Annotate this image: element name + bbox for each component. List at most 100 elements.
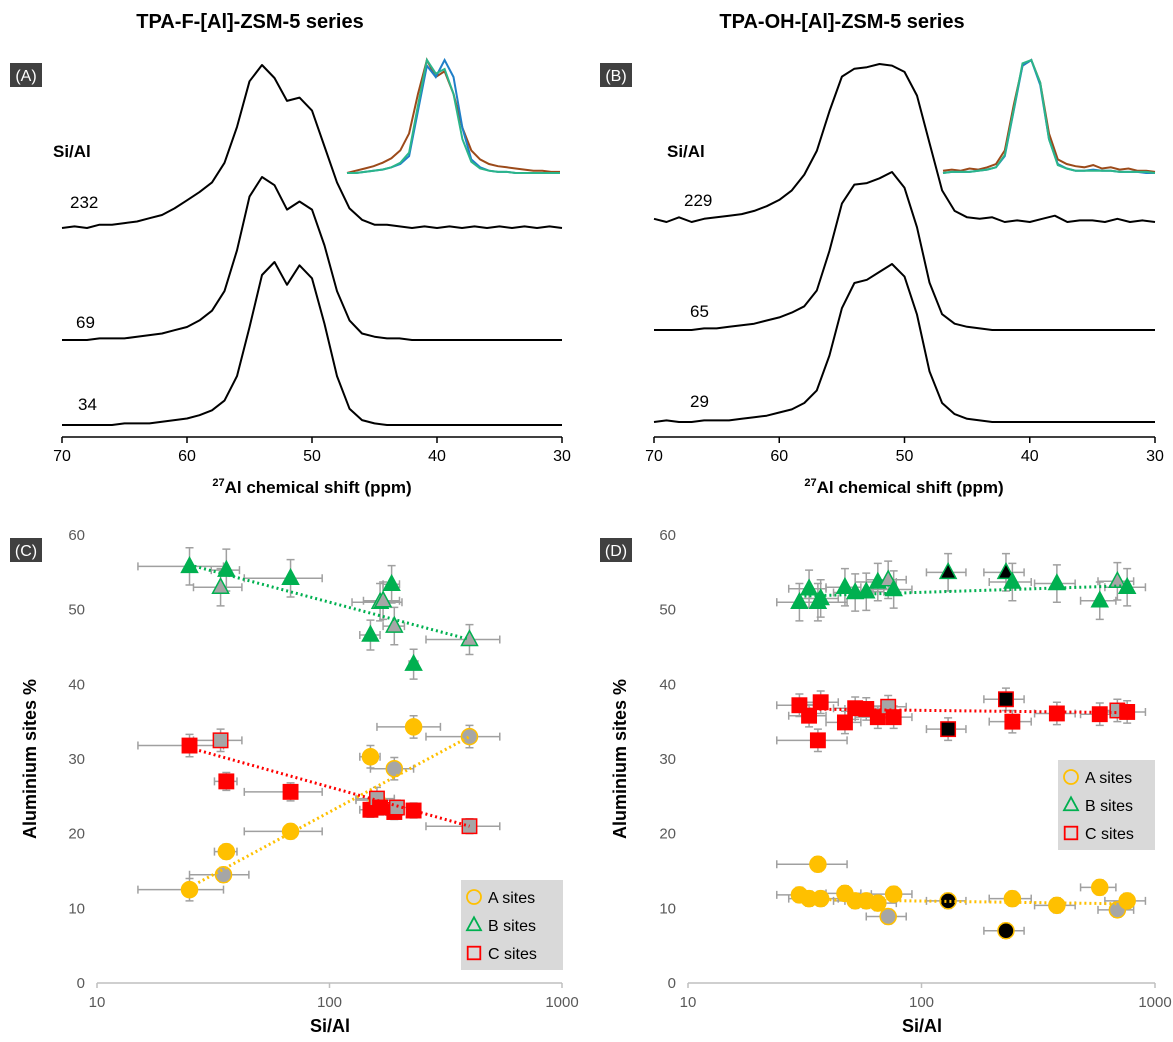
panel-title: TPA-F-[Al]-ZSM-5 series [136,11,363,33]
data-point [1003,571,1022,589]
data-point [281,567,300,586]
y-tick-label: 40 [68,676,85,693]
data-point [836,714,853,731]
inset-spectrum [347,57,560,174]
data-point [1108,570,1127,589]
data-point [790,591,809,609]
spectrum [61,64,563,229]
data-point [869,894,887,912]
data-point [361,624,380,642]
data-point [809,732,826,749]
data-point [1047,573,1067,591]
x-tick-label: 10 [89,994,106,1011]
legend-marker [1062,795,1080,812]
x-tick-label: 1000 [1138,994,1171,1011]
legend-label: B sites [1085,798,1133,815]
spectrum-label: 29 [690,392,709,411]
panel-tag-bg [600,63,632,87]
y-tick-label: 60 [68,527,85,544]
x-axis-label: Si/Al [902,1016,942,1036]
inset-spectrum [347,57,560,174]
data-point [214,865,233,884]
x-error-bar [243,574,323,583]
data-point [1118,892,1136,910]
x-tick-label: 60 [770,448,788,465]
legend-marker [1063,769,1079,785]
y-tick-label: 50 [68,602,85,619]
spectrum-label: 232 [70,193,98,212]
data-point [1091,706,1108,723]
data-point [799,578,819,596]
data-point [382,573,401,592]
spectrum-label: 69 [76,313,95,332]
panel-title: TPA-OH-[Al]-ZSM-5 series [719,11,964,33]
data-point [808,591,828,609]
panel-tag: (D) [605,543,627,560]
x-tick-label: 40 [1021,448,1039,465]
x-tick-label: 70 [645,448,663,465]
y-tick-label: 30 [68,751,85,768]
x-axis-label-text: Al chemical shift (ppm) [817,478,1004,497]
data-point [1090,590,1110,608]
x-tick-label: 30 [553,448,571,465]
data-point [997,921,1015,940]
x-axis-label-text: Al chemical shift (ppm) [225,478,412,497]
data-point [217,559,236,577]
spectrum [654,171,1155,331]
data-point [1117,576,1137,595]
y-tick-label: 50 [659,602,676,619]
y-axis-label: Aluminium sites % [20,679,40,839]
data-point [885,709,902,726]
data-point [939,892,957,910]
spectrum [653,63,1156,223]
legend-label: B sites [488,918,536,935]
data-point [404,653,423,671]
spectrum-label: 65 [690,302,709,321]
y-axis-label: Aluminium sites % [610,679,630,839]
data-point [372,799,389,816]
legend-label: A sites [488,890,535,907]
panel-tag-bg [10,63,42,87]
y-tick-label: 40 [659,676,676,693]
data-point [282,783,299,800]
data-point [1003,889,1022,908]
x-tick-label: 100 [909,994,934,1011]
trend-line [188,735,471,889]
data-point [211,576,230,595]
data-point [385,615,404,633]
y-tick-label: 0 [668,975,676,992]
spectrum [62,261,562,426]
legend-marker [465,915,483,932]
data-point [1091,878,1109,897]
x-tick-label: 60 [178,448,196,465]
x-axis-label-sup: 27 [212,477,224,489]
trend-line [189,563,470,641]
x-tick-label: 50 [303,448,321,465]
panel-tag-bg [600,538,632,562]
x-tick-label: 30 [1146,448,1164,465]
x-axis-label: Si/Al [310,1016,350,1036]
x-error-bar [137,741,225,750]
data-point [812,694,829,711]
spectrum-label: 34 [78,395,97,414]
data-point [385,759,404,778]
data-point [1048,896,1066,915]
data-point [801,707,818,724]
data-point [460,629,479,647]
panel-tag: (B) [605,68,626,85]
x-error-bar [776,598,848,607]
data-point [938,561,958,580]
y-tick-label: 20 [659,826,676,843]
inset-spectrum [942,58,1156,173]
spectrum [62,176,562,341]
x-axis-label: 27Al chemical shift (ppm) [212,477,411,497]
y-tick-label: 10 [659,900,676,917]
spectrum [653,263,1155,423]
inset-spectrum [942,58,1155,174]
x-error-bar [425,635,501,644]
x-tick-label: 50 [896,448,914,465]
panel-tag-bg [10,538,42,562]
x-tick-label: 100 [317,994,342,1011]
data-point [461,818,478,835]
y-tick-label: 20 [68,826,85,843]
